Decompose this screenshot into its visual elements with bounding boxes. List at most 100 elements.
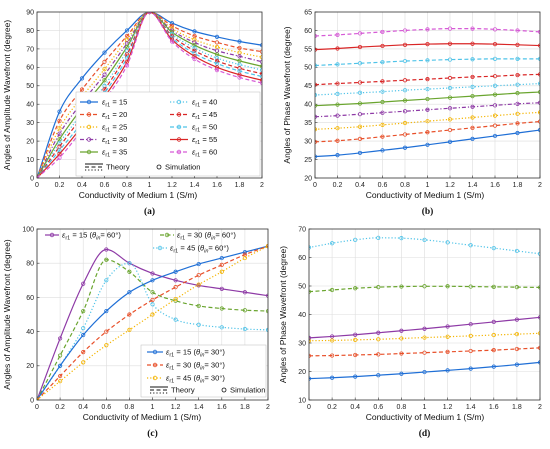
data-point <box>127 269 132 274</box>
data-point <box>329 334 335 339</box>
series-line <box>315 91 540 107</box>
data-point <box>447 57 453 62</box>
panel-label: (d) <box>419 428 431 439</box>
data-point <box>376 330 381 335</box>
data-point <box>315 33 318 39</box>
x-axis-label: Conductivity of Medium 1 (S/m) <box>366 190 485 200</box>
data-point <box>447 26 453 31</box>
data-point <box>219 325 224 330</box>
x-tick-label: 0.8 <box>400 182 410 189</box>
data-point <box>425 86 430 92</box>
data-point <box>329 353 335 358</box>
data-point <box>425 107 430 112</box>
data-point <box>399 284 404 289</box>
data-point <box>380 122 385 127</box>
x-tick-label: 1.8 <box>513 182 523 189</box>
data-point <box>150 302 155 307</box>
data-point <box>399 328 404 333</box>
data-point <box>214 56 220 61</box>
legend-box <box>140 344 267 398</box>
legend-swatch-marker <box>176 124 182 130</box>
data-point <box>57 363 63 368</box>
data-point <box>169 23 175 28</box>
y-tick-label: 90 <box>26 9 34 16</box>
data-point <box>237 45 242 51</box>
data-point <box>515 111 520 116</box>
series-line <box>37 12 262 178</box>
series-group <box>37 244 268 400</box>
data-point <box>214 65 220 70</box>
data-point <box>315 139 318 144</box>
x-tick-label: 1.6 <box>489 404 499 411</box>
data-point <box>357 44 363 50</box>
data-point <box>402 132 408 137</box>
data-point <box>445 284 450 289</box>
series-line <box>309 361 540 380</box>
data-point <box>124 28 130 33</box>
data-point <box>399 236 404 241</box>
legend-swatch-marker <box>152 375 158 381</box>
ticks: 0 0.2 0.4 0.6 0.8 1 1.2 1.4 1.6 1.8 2 10 20 30 40 50 60 7… <box>298 226 542 411</box>
data-point <box>127 261 132 266</box>
data-point <box>150 312 155 317</box>
legend-label: εr1 = 45 (θin= 60°) <box>170 244 229 255</box>
data-point <box>425 41 430 47</box>
data-point <box>468 348 473 354</box>
legend-label: εr1 = 20 <box>102 110 127 121</box>
data-point <box>315 103 318 108</box>
legend-swatch-marker <box>176 112 182 117</box>
legend-swatch-marker <box>86 112 92 117</box>
data-point <box>515 56 520 61</box>
plot-frame <box>36 228 269 401</box>
data-point <box>491 245 496 251</box>
data-point <box>309 245 312 250</box>
legend-simulation-label: Simulation <box>230 386 265 395</box>
data-point <box>515 42 520 47</box>
data-point <box>192 48 197 53</box>
legend-swatch-marker <box>86 124 92 130</box>
data-point <box>402 145 408 150</box>
x-tick-label: 2 <box>538 182 542 189</box>
series-line <box>315 111 540 130</box>
data-point <box>357 61 363 66</box>
legend-swatch-marker <box>152 349 158 355</box>
series-line <box>315 58 540 67</box>
series-group <box>315 26 540 159</box>
data-point <box>470 125 475 130</box>
data-point <box>315 114 318 119</box>
data-point <box>169 20 175 26</box>
x-tick-label: 1.2 <box>167 182 177 189</box>
data-point <box>242 326 247 332</box>
data-point <box>447 127 453 133</box>
series-line <box>309 347 540 357</box>
data-point <box>376 235 381 240</box>
data-point <box>335 138 340 143</box>
data-point <box>335 62 340 67</box>
series-line <box>315 43 540 51</box>
data-point <box>380 43 385 49</box>
x-tick-label: 0.2 <box>333 182 343 189</box>
data-point <box>104 343 109 348</box>
data-point <box>150 278 155 283</box>
data-point <box>422 350 427 355</box>
y-tick-label: 0 <box>30 175 34 182</box>
data-point <box>376 285 381 290</box>
data-point <box>492 103 498 108</box>
data-point <box>57 109 62 114</box>
data-point <box>173 278 178 283</box>
data-point <box>470 74 475 80</box>
data-point <box>380 29 385 35</box>
legend-simulation-label: Simulation <box>165 163 200 172</box>
data-point <box>514 332 520 337</box>
legend-swatch-marker <box>157 245 163 251</box>
data-point <box>315 82 318 87</box>
series-line <box>315 73 540 86</box>
data-point <box>468 322 473 327</box>
data-point <box>445 334 450 339</box>
data-point <box>492 83 498 88</box>
data-point <box>127 327 132 332</box>
data-point <box>102 67 107 72</box>
data-point <box>353 337 358 342</box>
data-point <box>376 337 381 342</box>
